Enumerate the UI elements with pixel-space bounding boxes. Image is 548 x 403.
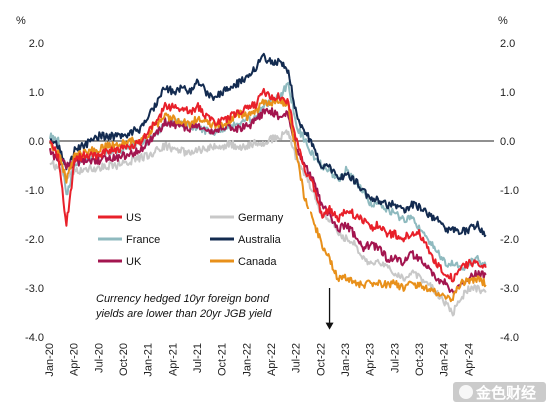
x-tick-label: Jul-20: [93, 343, 105, 373]
x-tick-label: Jan-21: [143, 343, 155, 377]
x-tick-label: Oct-23: [414, 343, 426, 376]
right-y-tick-label: -1.0: [500, 185, 519, 197]
left-axis-ticks: 2.0 1.0 0.0 -1.0 -2.0 -3.0 -4.0: [25, 38, 44, 344]
legend: US France UK Germany Australia Canada: [94, 209, 310, 269]
legend-item-bg: [206, 231, 310, 247]
right-y-tick-label: -2.0: [500, 234, 519, 246]
watermark-badge: [453, 382, 546, 402]
annotation-arrowhead: [325, 322, 334, 330]
legend-item-bg: [94, 253, 172, 269]
legend-label-france: France: [126, 234, 160, 246]
annotation-line-2: yields are lower than 20yr JGB yield: [95, 308, 272, 320]
legend-label-uk: UK: [126, 256, 142, 268]
left-y-tick-label: -1.0: [25, 185, 44, 197]
x-tick-label: Apr-22: [266, 343, 278, 376]
right-y-tick-label: -4.0: [500, 332, 519, 344]
annotation-line-1: Currency hedged 10yr foreign bond: [96, 293, 270, 305]
right-y-tick-label: 2.0: [500, 38, 515, 50]
right-y-tick-label: -3.0: [500, 283, 519, 295]
x-tick-label: Apr-24: [463, 343, 475, 376]
x-tick-label: Jan-22: [241, 343, 253, 377]
right-y-tick-label: 0.0: [500, 136, 515, 148]
legend-label-canada: Canada: [238, 256, 277, 268]
x-tick-label: Jan-24: [439, 343, 451, 377]
right-axis-ticks: 2.0 1.0 0.0 -1.0 -2.0 -3.0 -4.0: [500, 38, 519, 344]
series-line-australia: [49, 52, 487, 238]
right-axis-unit: %: [498, 15, 508, 27]
watermark-text: 金色财经: [475, 384, 536, 402]
x-tick-label: Jul-21: [192, 343, 204, 373]
legend-label-australia: Australia: [238, 234, 282, 246]
right-y-tick-label: 1.0: [500, 87, 515, 99]
left-y-tick-label: 2.0: [29, 38, 44, 50]
left-y-tick-label: -3.0: [25, 283, 44, 295]
left-y-tick-label: -2.0: [25, 234, 44, 246]
left-y-tick-label: 0.0: [29, 136, 44, 148]
x-tick-label: Oct-21: [217, 343, 229, 376]
left-y-tick-label: -4.0: [25, 332, 44, 344]
x-tick-label: Apr-20: [69, 343, 81, 376]
legend-item-bg: [206, 253, 310, 269]
legend-label-us: US: [126, 212, 141, 224]
series-line-canada: [49, 97, 487, 303]
series-line-germany: [49, 129, 487, 317]
watermark-logo-icon: [459, 385, 473, 399]
legend-item-bg: [94, 231, 172, 247]
annotation: Currency hedged 10yr foreign bond yields…: [95, 288, 334, 330]
legend-label-germany: Germany: [238, 212, 284, 224]
x-tick-label: Jan-23: [340, 343, 352, 377]
x-tick-label: Apr-23: [365, 343, 377, 376]
x-tick-label: Jul-23: [389, 343, 401, 373]
x-tick-label: Oct-22: [315, 343, 327, 376]
x-tick-label: Jul-22: [291, 343, 303, 373]
series-line-uk: [49, 107, 487, 295]
series-line-us: [49, 87, 487, 283]
watermark: 金色财经: [453, 382, 546, 402]
legend-item-bg: [94, 209, 172, 225]
legend-item-bg: [206, 209, 310, 225]
left-y-tick-label: 1.0: [29, 87, 44, 99]
series-lines: [49, 52, 487, 317]
x-tick-label: Apr-21: [167, 343, 179, 376]
x-axis-ticks: Jan-20 Apr-20 Jul-20 Oct-20 Jan-21 Apr-21 Jul-…: [44, 343, 475, 377]
x-tick-label: Jan-20: [44, 343, 56, 377]
x-tick-label: Oct-20: [118, 343, 130, 376]
left-axis-unit: %: [16, 15, 26, 27]
